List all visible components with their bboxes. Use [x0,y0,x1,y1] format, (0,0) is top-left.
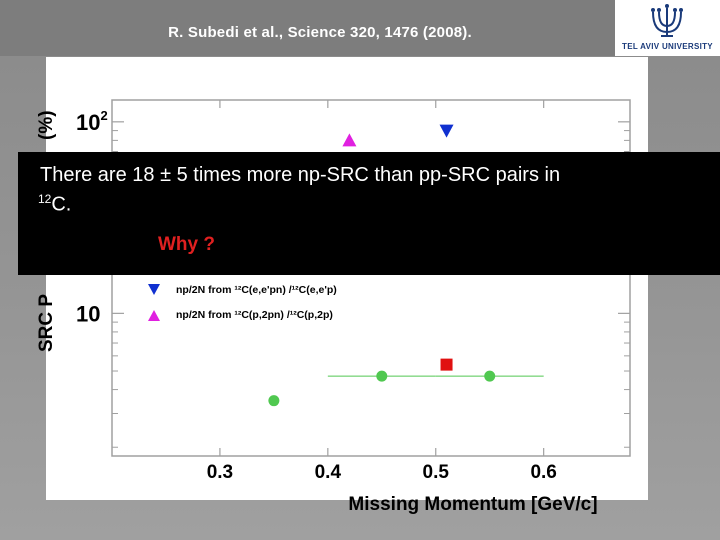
data-marks [268,124,496,407]
citation-text: R. Subedi et al., Science 320, 1476 (200… [168,24,472,41]
y-axis-label-tail: (%) [36,110,57,140]
y-axis-label: SRC P [36,294,57,352]
university-logo: TEL AVIV UNIVERSITY [615,0,720,56]
y-tick-exponent: 2 [100,108,107,123]
statement-line-2: 12C. [38,192,71,217]
y-tick-base: 10 [76,301,100,326]
statement-line-1: There are 18 ± 5 times more np-SRC than … [40,164,561,186]
y-tick-base: 10 [76,110,100,135]
data-point-circle [268,395,280,407]
data-point-square [440,358,453,371]
data-point-circle [376,370,388,382]
isotope-mass-number: 12 [38,192,52,206]
logo-label: TEL AVIV UNIVERSITY [622,42,713,51]
legend-label-np-pp: np/2N from ¹²C(p,2pn) /¹²C(p,2p) [176,309,333,321]
legend-marker-triangle-up [148,310,160,321]
data-point-circle [484,370,496,382]
legend: np/2N from ¹²C(e,e'pn) /¹²C(e,e'p) np/2N… [148,284,337,321]
y-tick-label: 102 [76,108,108,135]
legend-label-np-ee: np/2N from ¹²C(e,e'pn) /¹²C(e,e'p) [176,284,337,296]
data-point-triangle-down [439,124,454,138]
isotope-symbol: C. [51,193,72,216]
x-tick-label: 0.6 [530,462,556,483]
data-point-triangle-up [342,133,357,147]
x-axis-label: Missing Momentum [GeV/c] [348,494,597,515]
x-tick-label: 0.3 [207,462,233,483]
legend-marker-triangle-down [148,284,160,295]
plot-frame [111,99,631,457]
y-tick-label: 10 [76,301,100,326]
plot-panel [46,57,648,500]
x-tick-label: 0.4 [315,462,342,483]
menorah-logo-icon [651,4,683,37]
header-bar [0,0,615,56]
highlight-box: There are 18 ± 5 times more np-SRC than … [18,152,720,275]
why-question: Why ? [158,234,215,255]
x-tick-label: 0.5 [423,462,450,483]
